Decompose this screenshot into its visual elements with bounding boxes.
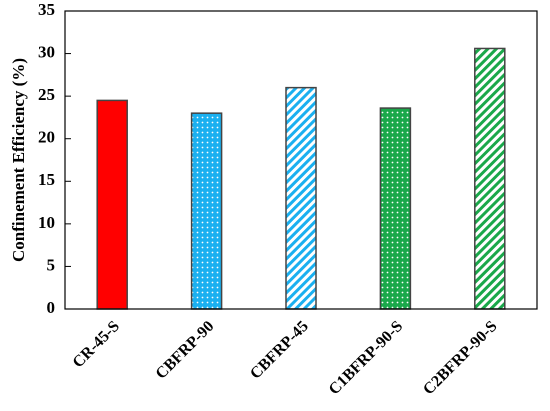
- x-tick-label: CBFRP-45: [247, 318, 312, 383]
- y-tick-label: 0: [47, 298, 56, 317]
- y-tick-label: 25: [38, 85, 55, 104]
- bar: [190, 112, 223, 310]
- x-tick-label: CR-45-S: [70, 318, 124, 372]
- y-tick-label: 10: [38, 213, 55, 232]
- y-tick-label: 35: [38, 0, 55, 19]
- bar: [285, 86, 317, 310]
- x-tick-label: CBFRP-90: [153, 318, 218, 383]
- y-tick-label: 30: [38, 42, 55, 61]
- x-tick-label: C2BFRP-90-S: [420, 318, 501, 399]
- y-tick-label: 5: [47, 255, 56, 274]
- y-tick-label: 20: [38, 128, 55, 147]
- bar: [379, 107, 412, 310]
- bar: [474, 47, 506, 310]
- bar: [96, 99, 128, 310]
- y-axis-label: Confinement Efficiency (%): [9, 58, 28, 262]
- plot-frame: [64, 10, 538, 310]
- x-tick-label: C1BFRP-90-S: [326, 318, 407, 399]
- y-tick-label: 15: [38, 170, 55, 189]
